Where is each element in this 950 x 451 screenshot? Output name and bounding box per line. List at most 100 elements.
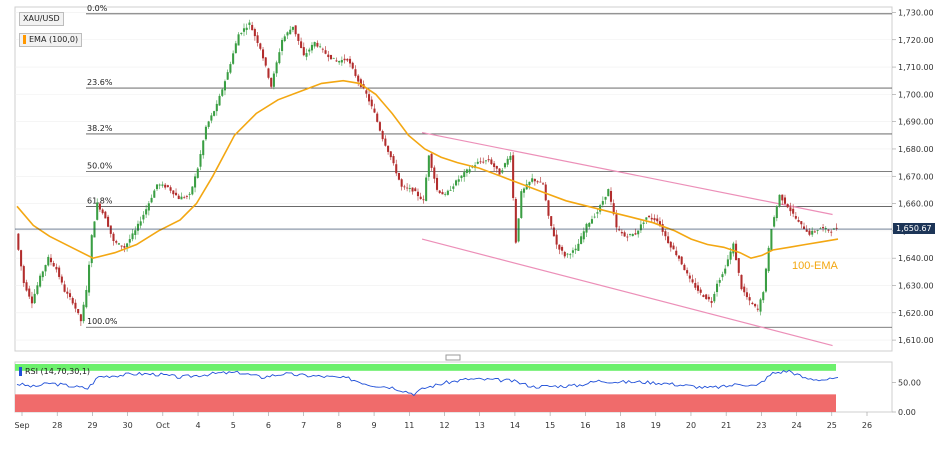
candle-body: [357, 75, 360, 82]
candle-body: [770, 229, 773, 251]
candle-body: [639, 224, 642, 231]
candle-body: [319, 46, 322, 48]
candle-body: [824, 228, 827, 230]
candle-body: [351, 62, 354, 69]
candle-body: [237, 34, 240, 46]
candle-body: [202, 140, 205, 156]
candle-body: [637, 230, 640, 235]
candle-body: [533, 178, 536, 182]
candle-body: [702, 295, 705, 297]
price-axis: 1,730.00 1,720.00 1,710.00 1,700.00 1,690.00…: [892, 8, 934, 345]
candle-body: [816, 230, 819, 231]
candle-body: [147, 203, 150, 211]
candle-body: [425, 177, 428, 201]
candle-body: [476, 161, 479, 164]
candle-body: [340, 60, 343, 63]
ema-annotation: 100-EMA: [792, 260, 838, 272]
candle-body: [392, 156, 395, 164]
candle-body: [136, 223, 140, 231]
candle-body: [101, 209, 104, 214]
price-tick-label: 1,730.00: [898, 8, 934, 17]
candle-body: [376, 113, 379, 122]
candle-body: [457, 179, 460, 182]
candle-body: [368, 94, 371, 102]
candle-body: [512, 155, 515, 198]
grid: [15, 12, 892, 341]
candle-body: [724, 268, 727, 274]
candle-body: [604, 196, 607, 200]
candle-body: [41, 271, 44, 278]
candle-body: [378, 122, 381, 131]
candle-body: [822, 227, 825, 229]
candle-body: [343, 58, 346, 61]
panel-resize-handle[interactable]: [445, 354, 461, 361]
candle-body: [278, 52, 281, 64]
candle-body: [218, 95, 221, 106]
candle-body: [44, 265, 47, 272]
candle-body: [90, 235, 93, 264]
candle-body: [131, 233, 134, 240]
candle-body: [465, 169, 468, 173]
candle-body: [79, 314, 82, 322]
candle-body: [707, 296, 710, 300]
candle-body: [245, 27, 248, 30]
candle-body: [468, 169, 471, 173]
candle-body: [715, 283, 719, 293]
time-tick-label: 23: [756, 421, 766, 430]
candle-body: [60, 276, 63, 283]
candle-body: [232, 53, 235, 64]
candle-body: [117, 243, 120, 245]
candle-body: [493, 163, 496, 168]
candle-body: [514, 198, 517, 243]
candle-body: [463, 172, 466, 178]
candle-body: [561, 246, 564, 251]
candle-body: [558, 244, 561, 250]
candle-body: [104, 211, 107, 219]
candle-body: [756, 308, 759, 310]
rsi-label: RSI (14,70,30,1): [19, 367, 90, 376]
price-tick-label: 1,690.00: [898, 118, 934, 127]
candle-body: [98, 203, 101, 210]
candle-body: [694, 282, 697, 288]
candle-body: [66, 291, 69, 294]
candle-body: [767, 247, 770, 272]
candle-body: [153, 190, 156, 198]
candle-body: [506, 158, 509, 165]
candle-body: [316, 42, 319, 47]
candle-body: [794, 216, 797, 219]
candle-body: [797, 219, 800, 222]
time-tick-label: 8: [336, 421, 341, 430]
fib-level-label: 23.6%: [87, 78, 113, 87]
candle-body: [743, 286, 746, 293]
candle-body: [411, 187, 414, 192]
candle-body: [786, 204, 789, 208]
candle-body: [416, 191, 420, 197]
candle-body: [300, 41, 303, 48]
candle-body: [139, 221, 142, 226]
time-tick-label: 19: [651, 421, 661, 430]
candle-body: [302, 47, 305, 56]
candle-body: [406, 187, 409, 189]
candle-body: [522, 188, 526, 193]
candle-body: [183, 197, 186, 199]
candle-body: [726, 259, 729, 267]
candle-body: [52, 263, 55, 267]
candle-body: [642, 222, 645, 224]
candle-body: [397, 173, 400, 180]
candle-body: [387, 145, 390, 152]
candle-body: [612, 203, 615, 215]
candle-body: [47, 256, 50, 266]
candle-body: [732, 243, 735, 254]
candle-body: [96, 202, 99, 220]
candle-body: [346, 58, 349, 61]
candle-body: [498, 168, 501, 175]
candle-body: [446, 190, 449, 195]
candle-body: [207, 121, 210, 127]
symbol-label: XAU/USD: [19, 12, 64, 26]
time-tick-label: 26: [862, 421, 872, 430]
candle-body: [169, 187, 172, 191]
candle-body: [427, 155, 430, 177]
candle-body: [85, 289, 88, 308]
candle-body: [68, 293, 72, 298]
candle-body: [783, 197, 787, 204]
